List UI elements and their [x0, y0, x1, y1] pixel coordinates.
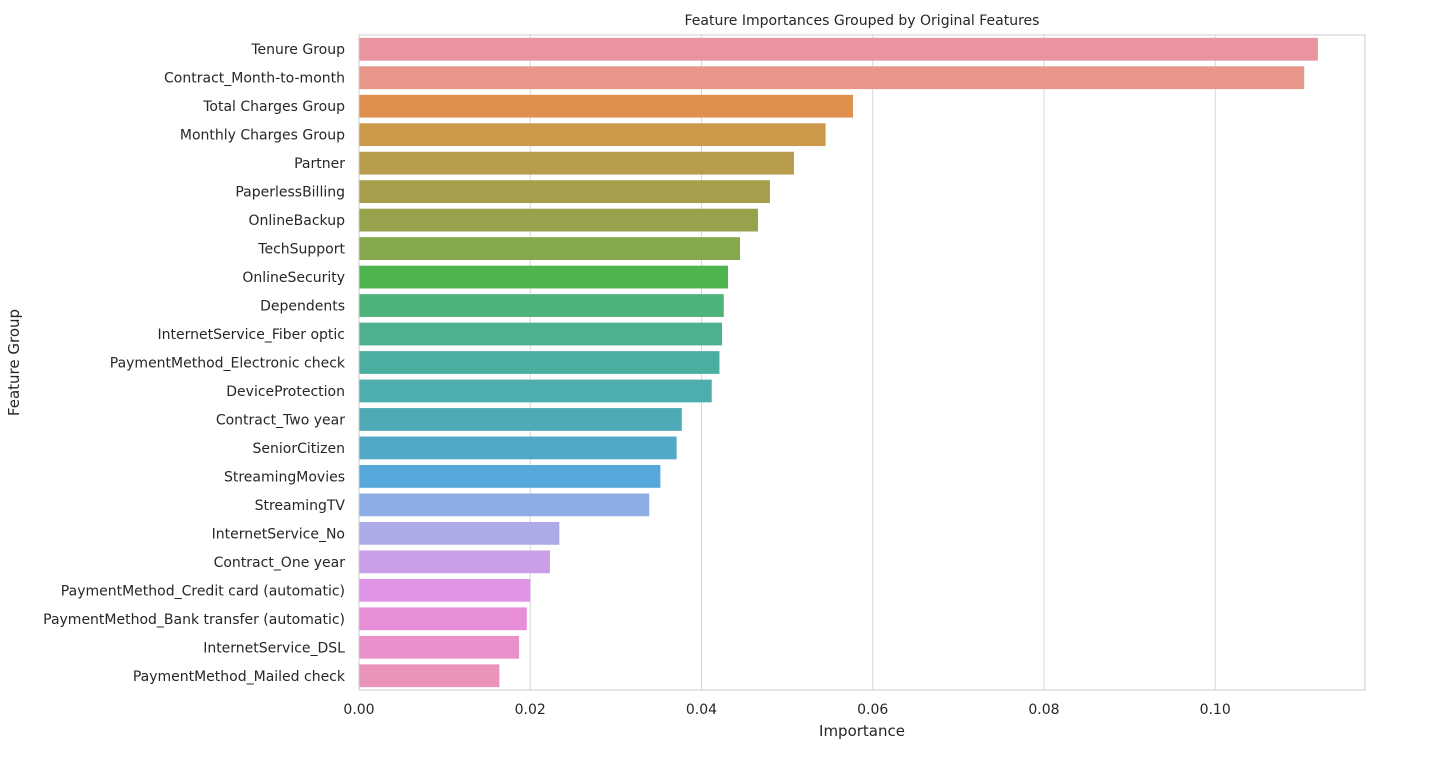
category-label: Monthly Charges Group — [180, 128, 345, 144]
y-axis-title: Feature Group — [5, 309, 23, 416]
x-axis-title: Importance — [819, 722, 905, 740]
category-label: PaymentMethod_Credit card (automatic) — [61, 583, 345, 599]
x-tick-label: 0.08 — [1028, 702, 1059, 718]
bar — [359, 521, 560, 545]
bar — [359, 408, 682, 431]
category-label: Total Charges Group — [202, 99, 345, 115]
category-label: Dependents — [260, 299, 345, 315]
category-label: PaymentMethod_Mailed check — [133, 669, 346, 685]
bar — [359, 351, 720, 374]
bar — [359, 208, 758, 232]
bar — [359, 465, 661, 488]
category-label: OnlineBackup — [249, 213, 346, 229]
category-label: StreamingMovies — [224, 469, 345, 485]
bar — [359, 379, 712, 403]
category-label: StreamingTV — [255, 498, 346, 514]
category-label: PaymentMethod_Bank transfer (automatic) — [43, 612, 345, 628]
bar — [359, 635, 520, 659]
category-label: Contract_Month-to-month — [164, 71, 345, 87]
bar — [359, 493, 650, 517]
category-label: DeviceProtection — [226, 384, 345, 400]
category-label: InternetService_No — [212, 526, 345, 542]
category-label: OnlineSecurity — [242, 270, 345, 286]
bar — [359, 151, 794, 175]
x-tick-label: 0.02 — [515, 702, 546, 718]
category-label: Contract_One year — [214, 555, 346, 571]
category-label: Contract_Two year — [216, 412, 345, 428]
bar — [359, 237, 740, 260]
chart-title: Feature Importances Grouped by Original … — [685, 13, 1040, 29]
bar — [359, 578, 531, 602]
category-label: PaymentMethod_Electronic check — [110, 356, 346, 372]
category-label: Partner — [294, 156, 345, 172]
bar — [359, 37, 1318, 61]
x-tick-label: 0.04 — [686, 702, 717, 718]
bar — [359, 94, 854, 118]
plot-frame — [358, 34, 1366, 691]
category-label: Tenure Group — [250, 42, 345, 58]
bar — [359, 294, 724, 317]
x-tick-label: 0.06 — [857, 702, 888, 718]
x-tick-label: 0.00 — [343, 702, 374, 718]
category-label: InternetService_DSL — [203, 640, 345, 656]
bar — [359, 123, 826, 147]
bar — [359, 607, 527, 631]
category-label: InternetService_Fiber optic — [158, 327, 346, 343]
bar — [359, 664, 500, 688]
bars — [359, 37, 1318, 688]
category-labels: Tenure Group Contract_Month-to-month Total… — [43, 42, 346, 685]
x-tick-labels: 0.00 0.02 0.04 0.06 0.08 0.10 — [343, 702, 1230, 718]
x-tick-label: 0.10 — [1200, 702, 1231, 718]
bar — [359, 550, 550, 574]
bar — [359, 66, 1305, 90]
bar — [359, 265, 729, 289]
bar — [359, 436, 677, 460]
category-label: SeniorCitizen — [253, 441, 345, 457]
category-label: TechSupport — [257, 242, 345, 258]
bar — [359, 180, 770, 204]
category-label: PaperlessBilling — [235, 185, 345, 201]
bar — [359, 322, 723, 346]
